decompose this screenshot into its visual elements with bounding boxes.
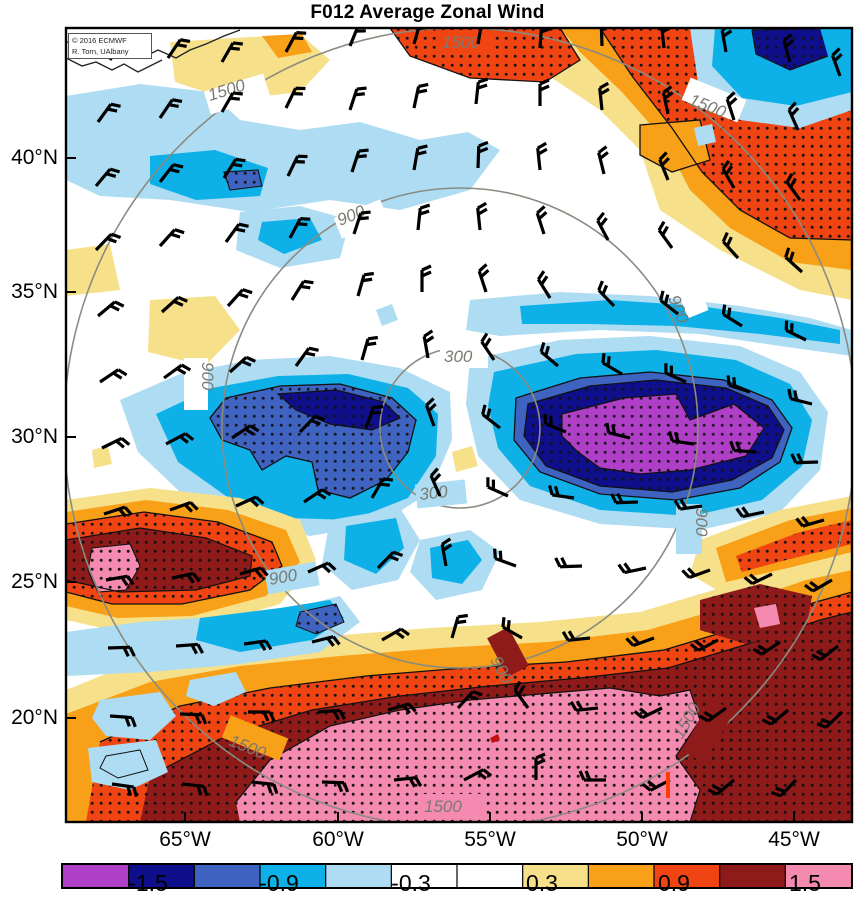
outline-cool-sw1 <box>99 749 149 779</box>
storm-track-dot <box>490 734 500 743</box>
colorbar-swatch <box>63 865 129 887</box>
colorbar-swatch <box>194 865 260 887</box>
x-tick-label: 50°W <box>616 828 668 851</box>
stip-cool-nr <box>752 28 828 70</box>
outline-cool-core-cw <box>276 389 402 431</box>
y-tick-label: 30°N <box>11 425 58 448</box>
fill-warm-light-ml <box>148 296 240 366</box>
fill-cool-speck-mid <box>376 304 398 326</box>
credit-line-1: © 2016 ECMWF <box>72 36 127 45</box>
credit-line-2: R. Torn, UAlbany <box>72 47 129 56</box>
colorbar-tick-label: -1.5 <box>128 870 168 896</box>
colorbar-swatch <box>785 865 851 887</box>
stip-purple-ce <box>562 394 764 474</box>
colorbar-swatch <box>260 865 326 887</box>
colorbar-tick-label: -0.9 <box>259 870 299 896</box>
map-border <box>64 26 854 824</box>
fill-warm-speck-c <box>452 446 478 472</box>
outline-pink-sw <box>87 543 141 593</box>
fill-cool-light-sw3 <box>88 740 168 790</box>
stip-warm-e <box>736 520 852 572</box>
colorbar-tick-label: -0.3 <box>391 870 431 896</box>
ring-label-900-c: 900 <box>198 362 217 391</box>
colorbar-swatch <box>128 865 195 887</box>
x-tick-label: 60°W <box>312 828 364 851</box>
y-tick-label: 25°N <box>11 570 58 593</box>
colorbar-swatch <box>522 865 589 887</box>
colorbar-dividers <box>128 865 786 887</box>
outline-cool-core-ce <box>523 379 785 493</box>
colorbar-swatch <box>457 865 523 887</box>
ring-label-300-b: 300 <box>418 482 449 504</box>
stip-cool-bl <box>296 604 344 634</box>
stip-cool-n1 <box>224 170 262 190</box>
stip-pink-sw <box>88 544 140 592</box>
colorbar <box>61 863 853 889</box>
fill-warm-light-ml2 <box>66 244 120 296</box>
colorbar-swatch <box>654 865 720 887</box>
outline-purple-ce <box>561 393 765 475</box>
page-title: F012 Average Zonal Wind <box>310 2 545 23</box>
fill-cool-light-sw1 <box>92 692 176 740</box>
y-tick-label: 35°N <box>11 280 58 303</box>
colorbar-swatch <box>719 865 786 887</box>
fill-pink-e2 <box>754 604 780 628</box>
axis-ticks <box>66 157 795 822</box>
outline-cool-deep-ce <box>513 371 793 501</box>
fill-warm-mid-nw <box>262 34 312 58</box>
colorbar-swatch <box>588 865 654 887</box>
ring-label-300-a: 300 <box>444 347 473 366</box>
colorbar-tick-label: 0.9 <box>658 870 690 896</box>
storm-track-marker <box>666 772 670 798</box>
fill-cool-mid-cwtail <box>344 518 404 574</box>
colorbar-swatch <box>391 865 457 887</box>
ring-label-900-e: 900 <box>692 508 711 537</box>
outline-warm-dark-sw <box>66 527 253 593</box>
y-tick-label: 20°N <box>11 706 58 729</box>
colorbar-tick-label: 0.3 <box>526 870 558 896</box>
outline-cool-deep-cw <box>209 383 417 499</box>
fill-cool-speck-nr <box>694 124 716 146</box>
stip-warm-ne2 <box>390 28 580 82</box>
colorbar-swatches <box>63 865 851 887</box>
x-tick-label: 65°W <box>159 828 211 851</box>
outline-warm-hot-sw <box>66 511 283 605</box>
outline-cool-bl <box>295 603 345 635</box>
outline-cool-n1 <box>223 169 263 191</box>
fill-warm-speck-c2 <box>92 446 112 468</box>
x-tick-label: 45°W <box>768 828 820 851</box>
map-panel: 1500 1500 1500 1500 1500 1500 900 900 90… <box>66 28 852 822</box>
y-tick-label: 40°N <box>11 146 58 169</box>
outline-pink-s <box>235 687 701 822</box>
colorbar-frame <box>61 863 853 889</box>
range-ring-900 <box>221 187 699 669</box>
fill-cool-light-sw2 <box>186 672 246 706</box>
colorbar-swatch <box>325 865 392 887</box>
ring-label-900-d: 900 <box>267 565 299 589</box>
ring-label-1500-b: 1500 <box>442 33 480 52</box>
ring-label-1500-e: 1500 <box>424 797 462 816</box>
colorbar-tick-label: 1.5 <box>789 870 821 896</box>
credit-box: © 2016 ECMWF R. Torn, UAlbany <box>68 33 152 59</box>
fill-cool-mid-eb <box>520 300 840 344</box>
x-tick-label: 55°W <box>464 828 516 851</box>
